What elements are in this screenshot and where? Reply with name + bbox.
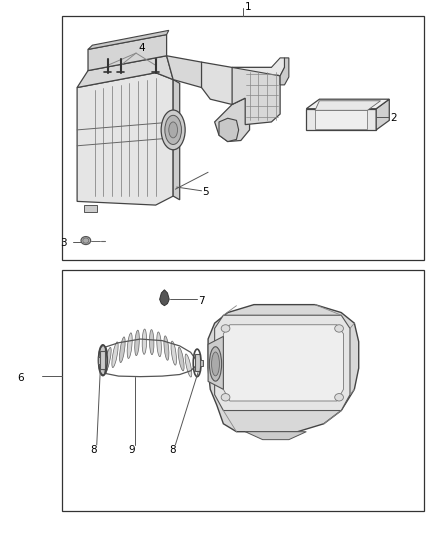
Text: 9: 9 [128, 445, 135, 455]
Polygon shape [200, 360, 203, 366]
Ellipse shape [157, 332, 161, 357]
Polygon shape [208, 305, 359, 432]
Polygon shape [88, 35, 166, 70]
Polygon shape [208, 336, 223, 389]
Ellipse shape [161, 110, 185, 150]
Polygon shape [98, 357, 100, 364]
Bar [62, 270, 424, 511]
Text: 6: 6 [17, 373, 24, 383]
Ellipse shape [99, 346, 108, 375]
Polygon shape [280, 58, 289, 85]
Polygon shape [315, 101, 381, 110]
Ellipse shape [120, 337, 125, 362]
Ellipse shape [335, 393, 343, 401]
Ellipse shape [127, 333, 132, 359]
Polygon shape [215, 315, 350, 410]
Ellipse shape [209, 347, 222, 381]
Polygon shape [77, 56, 173, 87]
Ellipse shape [212, 352, 219, 376]
Polygon shape [376, 99, 389, 130]
Polygon shape [77, 72, 173, 205]
Ellipse shape [81, 237, 91, 245]
Ellipse shape [135, 330, 139, 356]
Polygon shape [173, 79, 180, 200]
Polygon shape [166, 56, 210, 87]
Text: 8: 8 [169, 445, 176, 455]
Polygon shape [223, 325, 343, 401]
Polygon shape [194, 354, 200, 372]
Ellipse shape [169, 122, 177, 138]
Ellipse shape [178, 348, 184, 371]
Polygon shape [88, 30, 169, 50]
Text: 1: 1 [244, 2, 251, 12]
Ellipse shape [83, 238, 89, 243]
Ellipse shape [112, 342, 118, 368]
Bar [62, 16, 424, 260]
Ellipse shape [185, 354, 192, 377]
Ellipse shape [104, 348, 111, 373]
Text: 2: 2 [390, 113, 397, 123]
Polygon shape [232, 67, 280, 125]
Ellipse shape [165, 115, 181, 144]
Ellipse shape [171, 341, 177, 365]
Polygon shape [219, 118, 239, 142]
Polygon shape [306, 99, 389, 109]
Ellipse shape [164, 336, 169, 360]
Ellipse shape [142, 329, 147, 354]
Polygon shape [201, 62, 245, 104]
Polygon shape [306, 109, 376, 130]
Polygon shape [245, 432, 306, 440]
Polygon shape [315, 110, 367, 129]
Polygon shape [100, 351, 106, 369]
Text: 7: 7 [198, 296, 205, 306]
Ellipse shape [221, 325, 230, 332]
Polygon shape [215, 98, 250, 142]
Ellipse shape [149, 329, 154, 354]
Text: 4: 4 [138, 43, 145, 53]
Text: 8: 8 [90, 445, 97, 455]
Ellipse shape [221, 393, 230, 401]
Polygon shape [159, 290, 169, 306]
Text: 3: 3 [60, 238, 67, 248]
Polygon shape [84, 205, 97, 212]
Polygon shape [232, 58, 285, 76]
Text: 5: 5 [202, 188, 209, 197]
Ellipse shape [335, 325, 343, 332]
